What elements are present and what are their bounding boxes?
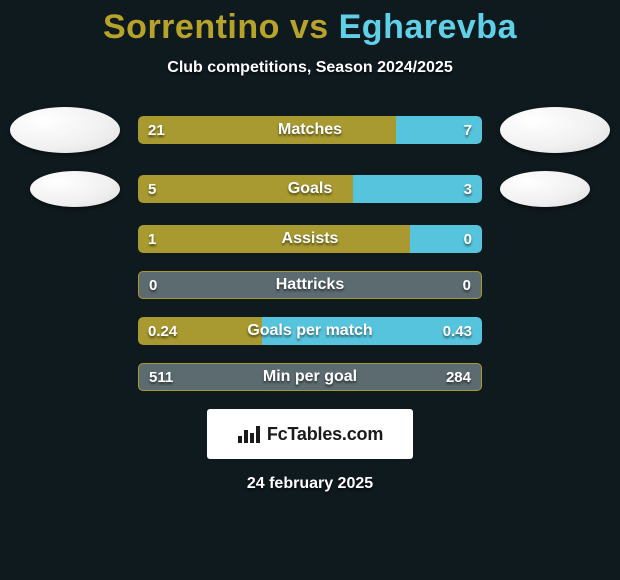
player2-photo (500, 107, 610, 153)
stat-row: 5 3 Goals (0, 171, 620, 207)
title-player2: Egharevba (339, 8, 517, 46)
stat-row: 1 0 Assists (0, 225, 620, 253)
brand-text: FcTables.com (267, 424, 383, 445)
bar-track: 511 284 Min per goal (138, 363, 482, 391)
bar-track: 5 3 Goals (138, 175, 482, 203)
player2-photo-small (500, 171, 590, 207)
stat-row: 0.24 0.43 Goals per match (0, 317, 620, 345)
stat-row: 511 284 Min per goal (0, 363, 620, 391)
stat-label: Hattricks (139, 272, 481, 298)
bar-right (410, 225, 482, 253)
bar-right (353, 175, 482, 203)
bar-track: 0 0 Hattricks (138, 271, 482, 299)
stat-row: 21 7 Matches (0, 107, 620, 153)
comparison-infographic: Sorrentino vs Egharevba Club competition… (0, 0, 620, 493)
title-player1: Sorrentino (103, 8, 280, 46)
bar-left (138, 175, 353, 203)
stat-row: 0 0 Hattricks (0, 271, 620, 299)
bar-right (396, 116, 482, 144)
value-left: 0 (149, 272, 157, 298)
stat-label: Min per goal (139, 364, 481, 390)
value-right: 0 (463, 272, 471, 298)
bar-left (138, 225, 410, 253)
bar-left (138, 317, 262, 345)
subtitle: Club competitions, Season 2024/2025 (0, 59, 620, 77)
brand-badge: FcTables.com (207, 409, 413, 459)
date-label: 24 february 2025 (0, 475, 620, 493)
value-left: 511 (149, 364, 173, 390)
title-vs: vs (280, 8, 339, 46)
bar-right (262, 317, 482, 345)
bar-track: 21 7 Matches (138, 116, 482, 144)
player1-photo (10, 107, 120, 153)
value-right: 284 (446, 364, 471, 390)
player1-photo-small (30, 171, 120, 207)
page-title: Sorrentino vs Egharevba (0, 8, 620, 47)
bars-icon (237, 424, 261, 444)
bar-track: 1 0 Assists (138, 225, 482, 253)
bar-left (138, 116, 396, 144)
stats-chart: 21 7 Matches 5 3 Goals 1 0 (0, 107, 620, 391)
bar-track: 0.24 0.43 Goals per match (138, 317, 482, 345)
